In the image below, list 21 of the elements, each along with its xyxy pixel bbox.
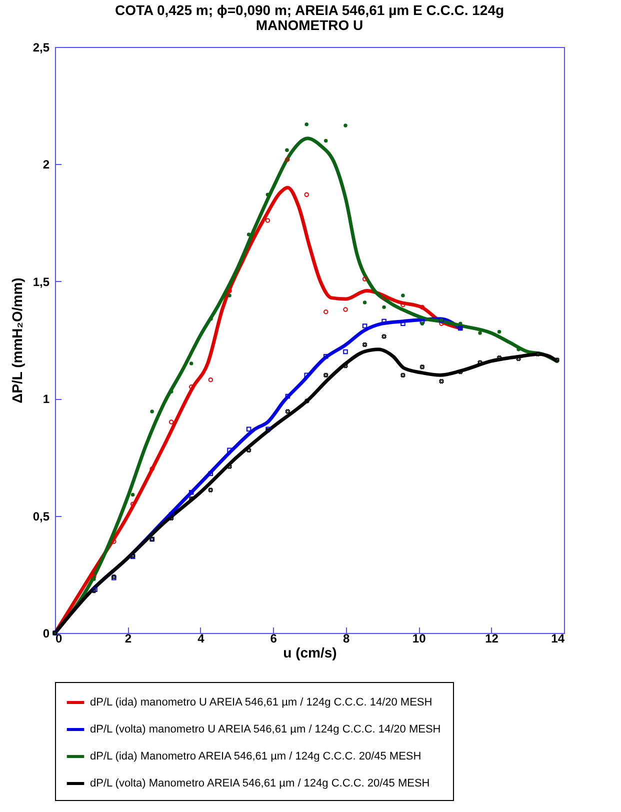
legend-label: dP/L (ida) manometro U AREIA 546,61 µm / 124g C.C.C. 14/20 MESH — [90, 696, 432, 708]
chart-subtitle: MANOMETRO U — [256, 17, 364, 33]
x-tick-label: 6 — [270, 632, 278, 646]
x-tick-label: 12 — [485, 632, 499, 646]
y-tick-label: 2 — [42, 158, 50, 172]
legend-label: dP/L (volta) Manometro AREIA 546,61 µm / 124g C.C.C. 20/45 MESH — [90, 778, 430, 790]
y-tick-label: 2,5 — [32, 40, 50, 54]
legend-label: dP/L (ida) Manometro AREIA 546,61 µm / 124g C.C.C. 20/45 MESH — [90, 750, 422, 762]
x-tick-label: 2 — [124, 632, 132, 646]
y-tick-label: 0,5 — [32, 509, 50, 524]
y-axis-title: ΔP/L (mmH₂O/mm) — [8, 278, 25, 404]
x-tick-label: 10 — [412, 632, 426, 646]
y-tick-label: 1,5 — [32, 274, 50, 289]
x-tick-label: 4 — [198, 632, 205, 646]
legend-label: dP/L (volta) manometro U AREIA 546,61 µm / 124g C.C.C. 14/20 MESH — [90, 724, 441, 736]
y-tick-label: 1 — [42, 392, 50, 406]
chart-title: COTA 0,425 m; ϕ=0,090 m; AREIA 546,61 µm E C.C.C. 124g — [114, 2, 504, 18]
x-tick-label: 14 — [551, 632, 565, 646]
x-tick-label: 0 — [56, 632, 62, 646]
x-tick-label: 8 — [343, 632, 350, 646]
x-axis-title: u (cm/s) — [283, 644, 337, 660]
